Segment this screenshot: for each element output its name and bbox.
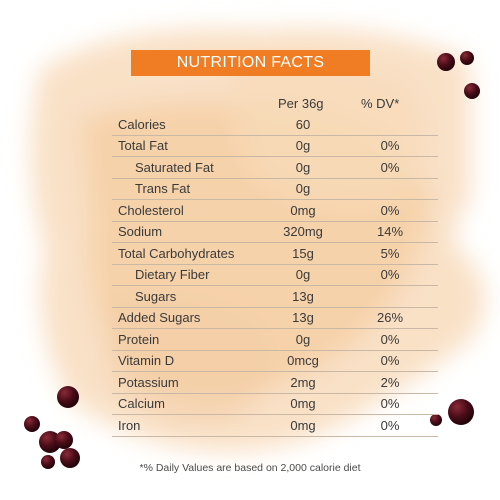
nutrient-daily-value: 0% <box>342 199 438 222</box>
nutrient-amount: 13g <box>264 307 342 329</box>
nutrient-daily-value <box>342 285 438 308</box>
nutrient-name: Added Sugars <box>112 307 264 329</box>
table-row: Sodium 320mg 14% <box>112 221 438 243</box>
nutrient-name: Calories <box>112 114 264 136</box>
nutrient-name: Protein <box>112 328 264 351</box>
table-row: Added Sugars 13g 26% <box>112 307 438 329</box>
nutrient-amount: 0mg <box>264 199 342 222</box>
nutrient-amount: 13g <box>264 285 342 308</box>
nutrient-name: Dietary Fiber <box>112 264 264 286</box>
table-row: Potassium 2mg 2% <box>112 371 438 394</box>
nutrient-amount: 0g <box>264 264 342 286</box>
nutrient-amount: 0mg <box>264 393 342 415</box>
boba-pearls-top-right <box>437 51 480 99</box>
nutrient-name: Sugars <box>112 285 264 308</box>
table-row: Total Carbohydrates 15g 5% <box>112 242 438 265</box>
column-header-daily-value: % DV* <box>361 96 400 111</box>
table-row: Vitamin D 0mcg 0% <box>112 350 438 372</box>
nutrient-name: Vitamin D <box>112 350 264 372</box>
nutrient-daily-value <box>342 114 438 136</box>
nutrient-name: Potassium <box>112 371 264 394</box>
nutrient-daily-value: 26% <box>342 307 438 329</box>
table-row: Iron 0mg 0% <box>112 414 438 437</box>
nutrient-daily-value: 5% <box>342 242 438 265</box>
table-row: Trans Fat 0g <box>112 178 438 200</box>
table-row: Calories 60 <box>112 114 438 136</box>
nutrient-name: Iron <box>112 414 264 437</box>
nutrient-amount: 0mg <box>264 414 342 437</box>
nutrient-amount: 0mcg <box>264 350 342 372</box>
nutrition-facts-title: NUTRITION FACTS <box>131 50 370 76</box>
nutrient-name: Trans Fat <box>112 178 264 200</box>
table-row: Sugars 13g <box>112 285 438 308</box>
boba-pearls-bottom-left <box>24 386 80 469</box>
nutrient-daily-value <box>342 178 438 200</box>
nutrient-daily-value: 0% <box>342 156 438 179</box>
nutrient-daily-value: 0% <box>342 393 438 415</box>
column-header-per-serving: Per 36g <box>278 96 324 111</box>
nutrition-table: Calories 60 Total Fat 0g 0% Saturated Fat 0g 0%… <box>112 114 438 437</box>
nutrient-name: Cholesterol <box>112 199 264 222</box>
nutrient-amount: 2mg <box>264 371 342 394</box>
nutrient-name: Calcium <box>112 393 264 415</box>
nutrient-daily-value: 14% <box>342 221 438 243</box>
nutrient-name: Saturated Fat <box>112 156 264 179</box>
nutrient-amount: 15g <box>264 242 342 265</box>
daily-value-footnote: *% Daily Values are based on 2,000 calor… <box>139 462 361 474</box>
nutrient-daily-value: 0% <box>342 414 438 437</box>
nutrient-amount: 320mg <box>264 221 342 243</box>
table-row: Total Fat 0g 0% <box>112 135 438 157</box>
nutrient-name: Sodium <box>112 221 264 243</box>
nutrient-amount: 0g <box>264 156 342 179</box>
nutrient-amount: 0g <box>264 178 342 200</box>
nutrient-name: Total Carbohydrates <box>112 242 264 265</box>
table-row: Saturated Fat 0g 0% <box>112 156 438 179</box>
table-row: Protein 0g 0% <box>112 328 438 351</box>
nutrient-daily-value: 0% <box>342 328 438 351</box>
nutrient-amount: 0g <box>264 135 342 157</box>
nutrient-daily-value: 0% <box>342 135 438 157</box>
nutrient-name: Total Fat <box>112 135 264 157</box>
table-row: Calcium 0mg 0% <box>112 393 438 415</box>
nutrient-daily-value: 0% <box>342 350 438 372</box>
nutrient-amount: 60 <box>264 114 342 136</box>
nutrient-daily-value: 0% <box>342 264 438 286</box>
nutrient-amount: 0g <box>264 328 342 351</box>
table-row: Cholesterol 0mg 0% <box>112 199 438 222</box>
nutrient-daily-value: 2% <box>342 371 438 394</box>
table-row: Dietary Fiber 0g 0% <box>112 264 438 286</box>
